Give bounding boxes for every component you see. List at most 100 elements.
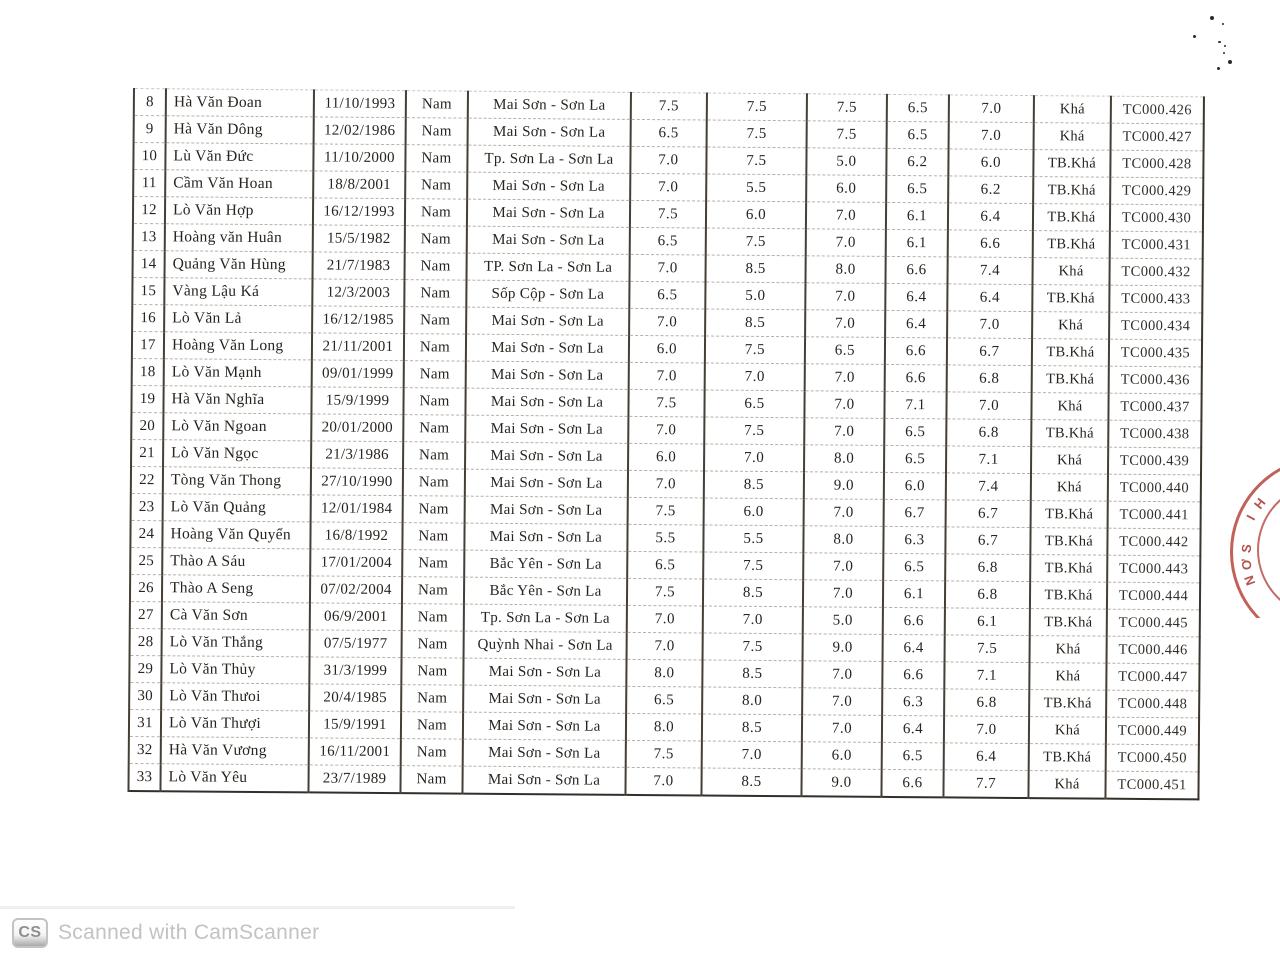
cell-date-of-birth: 16/8/1992 [310, 521, 403, 550]
cell-certificate-code: TC000.436 [1108, 366, 1202, 394]
cell-date-of-birth: 20/4/1985 [309, 683, 402, 712]
cell-score-3: 7.0 [802, 660, 883, 689]
cell-score-1: 7.0 [630, 173, 707, 202]
cell-score-2: 7.5 [704, 336, 806, 364]
cell-date-of-birth: 21/11/2001 [311, 332, 405, 361]
cell-certificate-code: TC000.442 [1107, 528, 1201, 556]
cell-score-3: 7.0 [805, 282, 886, 311]
cell-hometown: TP. Sơn La - Sơn La [466, 253, 630, 282]
cell-score-1: 6.5 [627, 551, 704, 579]
cell-score-4: 6.1 [882, 580, 946, 608]
cell-score-1: 7.5 [629, 200, 707, 229]
cell-score-average: 6.8 [945, 553, 1031, 582]
camscanner-logo-icon: CS [12, 918, 48, 948]
cell-score-2: 6.0 [703, 497, 804, 526]
cell-date-of-birth: 31/3/1999 [309, 656, 402, 685]
cell-classification: Khá [1032, 257, 1110, 286]
cell-hometown: Bắc Yên - Sơn La [464, 550, 628, 579]
stamp-letter: I [1243, 512, 1259, 523]
cell-score-average: 7.5 [944, 634, 1030, 663]
cell-score-3: 7.0 [803, 498, 884, 527]
cell-score-3: 9.0 [801, 768, 882, 797]
cell-date-of-birth: 27/10/1990 [310, 467, 404, 496]
cell-name: Thào A Sáu [162, 547, 311, 576]
cell-index: 15 [132, 277, 165, 305]
cell-name: Hà Văn Dông [165, 115, 314, 144]
cell-name: Hà Văn Vương [160, 736, 309, 765]
cell-certificate-code: TC000.427 [1110, 123, 1204, 151]
cell-classification: Khá [1033, 95, 1111, 124]
cell-classification: TB.Khá [1032, 284, 1110, 313]
cell-certificate-code: TC000.440 [1107, 474, 1201, 502]
cell-name: Tòng Văn Thong [162, 466, 312, 495]
cell-score-1: 7.5 [625, 740, 702, 768]
cell-name: Hoàng Văn Quyển [162, 520, 311, 549]
cell-score-average: 6.4 [943, 742, 1029, 771]
cell-score-average: 6.6 [947, 229, 1033, 258]
cell-name: Lò Văn Lả [164, 304, 313, 333]
cell-score-3: 8.0 [803, 525, 884, 554]
cell-date-of-birth: 15/9/1991 [308, 710, 402, 739]
cell-score-1: 7.0 [627, 470, 705, 498]
cell-index: 8 [133, 88, 166, 116]
cell-certificate-code: TC000.439 [1107, 447, 1202, 475]
cell-hometown: Sốp Cộp - Sơn La [466, 280, 630, 309]
cell-score-3: 7.0 [805, 309, 886, 338]
camscanner-watermark: CS Scanned with CamScanner [12, 918, 319, 948]
cell-score-average: 6.0 [948, 148, 1034, 177]
cell-score-4: 6.6 [884, 337, 948, 365]
cell-certificate-code: TC000.448 [1106, 690, 1200, 718]
cell-date-of-birth: 21/7/1983 [312, 251, 405, 280]
cell-index: 24 [130, 520, 163, 548]
cell-gender: Nam [401, 603, 464, 632]
cell-score-4: 6.6 [882, 661, 945, 689]
cell-certificate-code: TC000.443 [1107, 555, 1201, 583]
cell-gender: Nam [404, 225, 467, 254]
cell-score-4: 6.2 [886, 148, 949, 176]
cell-hometown: Mai Sơn - Sơn La [462, 739, 626, 768]
cell-score-4: 6.6 [882, 607, 945, 635]
cell-score-2: 8.5 [702, 578, 804, 607]
cell-gender: Nam [401, 630, 464, 659]
cell-name: Hoàng văn Huân [164, 223, 313, 252]
cell-date-of-birth: 12/01/1984 [310, 494, 403, 523]
cell-name: Lò Văn Ngọc [163, 439, 312, 468]
cell-certificate-code: TC000.444 [1106, 582, 1201, 610]
cell-certificate-code: TC000.430 [1109, 204, 1204, 232]
cell-score-3: 7.5 [806, 120, 887, 149]
cell-name: Lò Văn Yêu [160, 763, 309, 793]
cell-gender: Nam [403, 441, 466, 470]
cell-score-4: 6.7 [883, 499, 946, 527]
cell-certificate-code: TC000.431 [1109, 231, 1203, 259]
cell-score-4: 6.4 [885, 310, 948, 338]
camscanner-watermark-text: Scanned with CamScanner [58, 921, 320, 944]
cell-date-of-birth: 09/01/1999 [311, 359, 404, 388]
cell-gender: Nam [404, 306, 467, 335]
cell-score-3: 7.5 [806, 93, 887, 122]
cell-score-1: 7.0 [629, 308, 706, 337]
cell-hometown: Mai Sơn - Sơn La [466, 226, 630, 255]
cell-classification: Khá [1028, 716, 1107, 745]
cell-score-2: 8.5 [705, 309, 806, 337]
cell-score-average: 6.2 [948, 175, 1034, 204]
cell-name: Vàng Lậu Ká [164, 277, 313, 306]
cell-score-2: 5.5 [706, 174, 807, 202]
cell-name: Hoàng Văn Long [163, 331, 313, 360]
cell-hometown: Quỳnh Nhai - Sơn La [463, 631, 627, 660]
cell-gender: Nam [405, 90, 468, 119]
cell-index: 25 [130, 547, 163, 575]
cell-score-2: 7.5 [706, 93, 807, 121]
cell-score-4: 6.1 [885, 202, 949, 230]
cell-name: Hà Văn Đoan [165, 88, 314, 117]
scan-specks [1190, 0, 1280, 90]
cell-score-3: 7.0 [805, 228, 886, 257]
cell-score-1: 7.0 [628, 416, 705, 444]
cell-score-1: 7.0 [629, 254, 706, 283]
cell-hometown: Mai Sơn - Sơn La [465, 415, 629, 444]
cell-classification: TB.Khá [1030, 554, 1108, 583]
cell-gender: Nam [402, 522, 465, 551]
cell-certificate-code: TC000.433 [1109, 285, 1203, 313]
cell-name: Lò Văn Thượi [160, 709, 310, 738]
cell-score-2: 5.0 [705, 282, 806, 310]
cell-certificate-code: TC000.451 [1105, 771, 1199, 800]
